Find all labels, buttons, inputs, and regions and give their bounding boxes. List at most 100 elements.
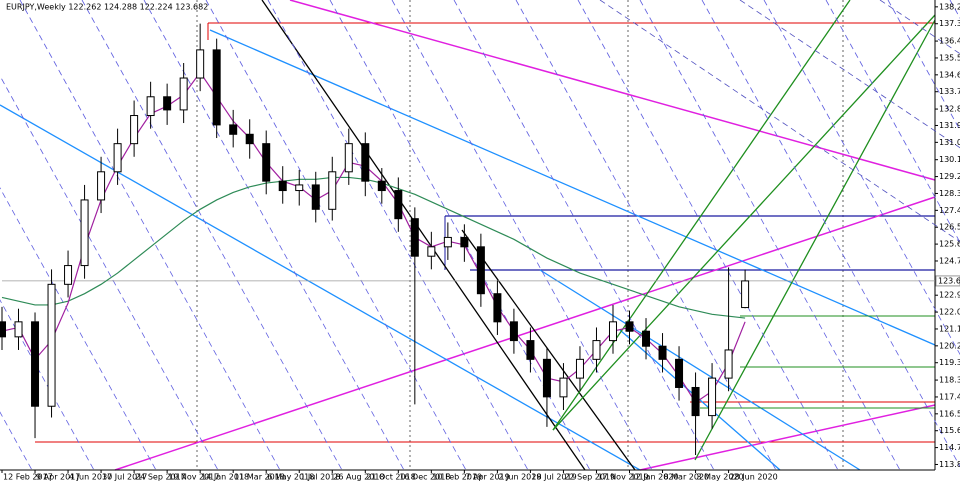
x-tick-label: 21 Oct 2018 (366, 473, 415, 482)
candle-body (113, 143, 122, 173)
candle-body (691, 386, 700, 417)
x-tick-label: 14 Jan 2018 (201, 473, 249, 482)
chart-title: EURJPY,Weekly 122.262 124.288 122.224 12… (6, 3, 208, 12)
current-price-tag (935, 275, 960, 287)
candle-body (278, 180, 287, 192)
y-tick-label: 134.670 (939, 70, 960, 79)
candle-body (328, 171, 337, 210)
candle-body (361, 143, 370, 182)
y-tick-label: 122.920 (939, 291, 960, 300)
x-tick-label: 17 Nov 2019 (597, 473, 648, 482)
y-tick-label: 117.495 (939, 392, 960, 401)
candle-body (179, 77, 188, 111)
candle-body (31, 321, 40, 407)
candle-body (377, 180, 386, 192)
moving-average (1, 176, 746, 319)
x-tick-label: 16 Dec 2018 (399, 473, 450, 482)
candle-body (410, 218, 419, 257)
y-tick-label: 130.145 (939, 155, 960, 164)
candle-body (427, 246, 436, 257)
x-tick-label: 12 Feb 2017 (3, 473, 53, 482)
candle-body (658, 345, 667, 360)
fib-diagonal (739, 0, 960, 149)
candle-body (542, 358, 551, 398)
candle-body (212, 49, 221, 126)
x-tick-label: 11 Mar 2018 (234, 473, 285, 482)
x-tick-label: 1 Jul 2018 (300, 473, 340, 482)
green-fan (552, 0, 851, 431)
y-tick-label: 135.570 (939, 53, 960, 62)
y-tick-label: 132.845 (939, 105, 960, 114)
candle-body (476, 246, 485, 295)
y-tick-label: 137.395 (939, 19, 960, 28)
y-tick-label: 116.595 (939, 409, 960, 418)
moving-average (1, 71, 746, 404)
y-tick-label: 136.470 (939, 37, 960, 46)
magenta-trendline (289, 0, 936, 181)
x-tick-label: 9 Apr 2017 (36, 473, 80, 482)
x-tick-label: 28 Jul 2019 (531, 473, 576, 482)
y-tick-label: 126.545 (939, 223, 960, 232)
candle-body (526, 340, 535, 360)
x-tick-label: 24 Sep 2017 (135, 473, 186, 482)
candle-body (592, 340, 601, 360)
candle-body (575, 358, 584, 379)
x-tick-label: 4 Jun 2017 (69, 473, 112, 482)
candle-body (196, 49, 205, 79)
y-tick-label: 119.320 (939, 358, 960, 367)
candle-body (741, 280, 750, 309)
current-price-label: 123.682 (938, 276, 960, 285)
x-tick-label: 3 May 2020 (697, 473, 744, 482)
x-tick-label: 26 Aug 2018 (333, 473, 384, 482)
y-tick-label: 131.970 (939, 121, 960, 130)
candle-body (80, 199, 89, 267)
candle-body (130, 115, 139, 145)
candle-body (642, 330, 651, 347)
x-tick-label: 10 Feb 2019 (432, 473, 482, 482)
green-fan (552, 14, 936, 431)
candle-body (625, 321, 634, 332)
x-tick-label: 8 Mar 2020 (664, 473, 710, 482)
candle-body (559, 377, 568, 398)
magenta-trendline (114, 196, 936, 471)
y-tick-label: 122.020 (939, 308, 960, 317)
channel-line (539, 269, 861, 471)
candle-body (97, 171, 106, 201)
channel-line (0, 104, 641, 471)
candle-body (295, 184, 304, 192)
x-tick-label: 28 Jun 2020 (730, 473, 778, 482)
channel-line (209, 29, 936, 346)
candle-body (229, 124, 238, 135)
drawings (0, 0, 960, 471)
candle-body (344, 143, 353, 173)
candle-body (394, 190, 403, 220)
y-tick-label: 113.895 (939, 460, 960, 469)
candle-body (245, 133, 254, 145)
y-tick-label: 125.645 (939, 240, 960, 249)
y-tick-label: 124.745 (939, 256, 960, 265)
y-tick-label: 131.070 (939, 138, 960, 147)
candle-body (311, 184, 320, 210)
candle-body (64, 265, 73, 285)
x-tick-label: 12 Jan 2020 (631, 473, 679, 482)
candle-body (146, 96, 155, 117)
black-trendline (461, 229, 636, 471)
candle-body (708, 377, 717, 417)
x-tick-label: 22 Sep 2019 (564, 473, 615, 482)
candle-body (675, 358, 684, 388)
y-tick-label: 118.395 (939, 376, 960, 385)
x-tick-label: 6 May 2018 (267, 473, 314, 482)
candle-body (47, 283, 56, 407)
x-tick-label: 30 Jul 2017 (102, 473, 147, 482)
candle-body (262, 143, 271, 182)
y-tick-label: 114.795 (939, 443, 960, 452)
y-tick-label: 129.245 (939, 172, 960, 181)
candle-body (14, 321, 23, 338)
candle-body (509, 321, 518, 342)
y-tick-label: 120.220 (939, 341, 960, 350)
candle-body (163, 96, 172, 111)
candle-body (0, 321, 6, 338)
y-tick-label: 138.295 (939, 2, 960, 11)
x-tick-label: 7 Apr 2019 (465, 473, 509, 482)
